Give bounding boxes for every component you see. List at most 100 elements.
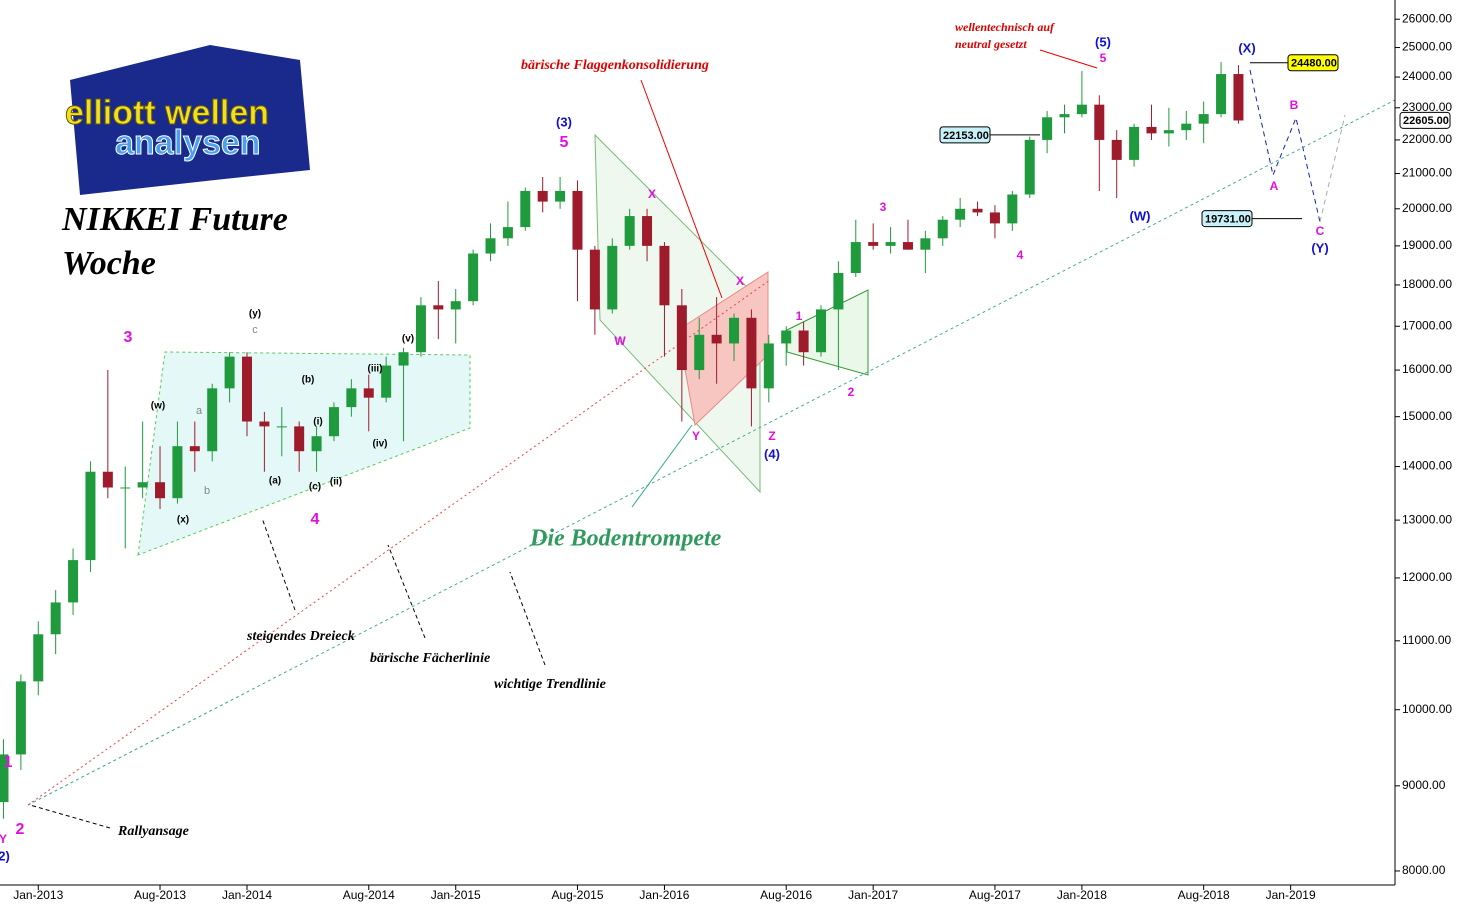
candle-body (398, 352, 409, 366)
annotation: (w) (151, 401, 165, 412)
candle-body (815, 309, 826, 353)
candle-body (207, 388, 218, 452)
x-tick-label: Jan-2018 (1057, 888, 1107, 902)
arrow (631, 424, 693, 508)
annotation: (x) (177, 515, 189, 526)
y-tick-label: 8000.00 (1402, 863, 1446, 877)
annotation: (4) (764, 446, 780, 461)
annotation: wichtige Trendlinie (494, 677, 606, 692)
arrow (1039, 49, 1098, 69)
annotation: B (1290, 98, 1299, 112)
candle-body (50, 602, 61, 635)
annotation: bärische Fächerlinie (370, 651, 490, 666)
trendline (27, 99, 1396, 806)
candle-body (241, 356, 252, 422)
price-label: 19731.00 (1205, 213, 1251, 225)
y-tick-label: 16000.00 (1402, 362, 1452, 376)
candle-body (1163, 130, 1174, 134)
forecast (1319, 114, 1346, 223)
candle-body (363, 388, 374, 398)
arrow (29, 804, 111, 829)
x-tick-label: Aug-2018 (1178, 888, 1230, 902)
y-tick-label: 21000.00 (1402, 166, 1452, 180)
y-tick-label: 23000.00 (1402, 100, 1452, 114)
candle-body (798, 330, 809, 353)
y-tick-label: 24000.00 (1402, 69, 1452, 83)
candle-body (1111, 139, 1122, 160)
logo-text: elliott wellen (65, 94, 269, 132)
annotation: 2 (848, 385, 855, 399)
annotation: 5 (1100, 51, 1107, 65)
candle-body (589, 249, 600, 310)
y-tick-label: 22000.00 (1402, 132, 1452, 146)
annotation: (5) (1095, 34, 1111, 49)
candle-body (902, 242, 913, 250)
x-tick-label: Jan-2016 (639, 888, 689, 902)
candle-body (1042, 117, 1053, 140)
candle-body (781, 330, 792, 344)
annotation: 4 (311, 511, 320, 528)
candle-body (1216, 74, 1227, 115)
annotation: Z (768, 429, 775, 443)
y-tick-label: 11000.00 (1402, 633, 1451, 647)
y-tick-label: 15000.00 (1402, 409, 1452, 423)
annotation: (iii) (368, 364, 383, 375)
annotation: 1 (796, 309, 803, 323)
candle-body (555, 190, 566, 202)
candle-body (502, 227, 513, 239)
candle-body (346, 388, 357, 408)
annotation: Die Bodentrompete (529, 526, 722, 552)
candle-body (1146, 126, 1157, 134)
annotation: X (736, 274, 744, 288)
arrow (509, 571, 546, 666)
logo-text: analysen (115, 124, 261, 162)
x-tick-label: Aug-2015 (551, 888, 603, 902)
arrow (387, 544, 426, 639)
annotation: Y (0, 832, 7, 846)
y-tick-label: 10000.00 (1402, 702, 1452, 716)
candle-body (989, 212, 1000, 224)
annotation: Y (692, 429, 700, 443)
candle-body (33, 634, 44, 682)
annotation: (ii) (330, 477, 342, 488)
price-label: 24480.00 (1291, 58, 1337, 70)
candle-body (659, 245, 670, 306)
candle-body (607, 245, 618, 310)
candle-body (642, 216, 653, 246)
candle-body (624, 216, 635, 246)
y-tick-label: 19000.00 (1402, 238, 1452, 252)
x-tick-label: Jan-2019 (1266, 888, 1316, 902)
price-box (1201, 210, 1253, 228)
candle-body (729, 317, 740, 344)
candle-body (294, 426, 305, 452)
candle-body (833, 272, 844, 310)
y-tick-label: 20000.00 (1402, 201, 1452, 215)
candle-body (120, 487, 131, 489)
candle-body (1076, 104, 1087, 115)
candle-body (920, 238, 931, 250)
y-tick-label: 18000.00 (1402, 277, 1452, 291)
candle-body (415, 305, 426, 353)
annotation: steigendes Dreieck (246, 629, 355, 644)
candle-body (485, 238, 496, 254)
candle-body (328, 407, 339, 437)
price-label: 22605.00 (1403, 115, 1449, 127)
x-tick-label: Aug-2013 (134, 888, 186, 902)
candle-body (937, 219, 948, 239)
annotation: A (1270, 179, 1279, 193)
candle-body (1094, 104, 1105, 140)
x-tick-label: Aug-2016 (760, 888, 812, 902)
candle-body (1181, 123, 1192, 131)
y-tick-label: 14000.00 (1402, 459, 1452, 473)
annotation: wellentechnisch auf (955, 20, 1055, 34)
annotation: (3) (556, 114, 572, 129)
candle-body (311, 436, 322, 452)
candle-body (676, 305, 687, 371)
candle-body (850, 242, 861, 273)
annotation: (v) (402, 334, 414, 345)
annotation: (b) (302, 375, 315, 386)
candle-body (155, 482, 166, 499)
y-tick-label: 25000.00 (1402, 40, 1452, 54)
candle-body (1059, 114, 1070, 118)
